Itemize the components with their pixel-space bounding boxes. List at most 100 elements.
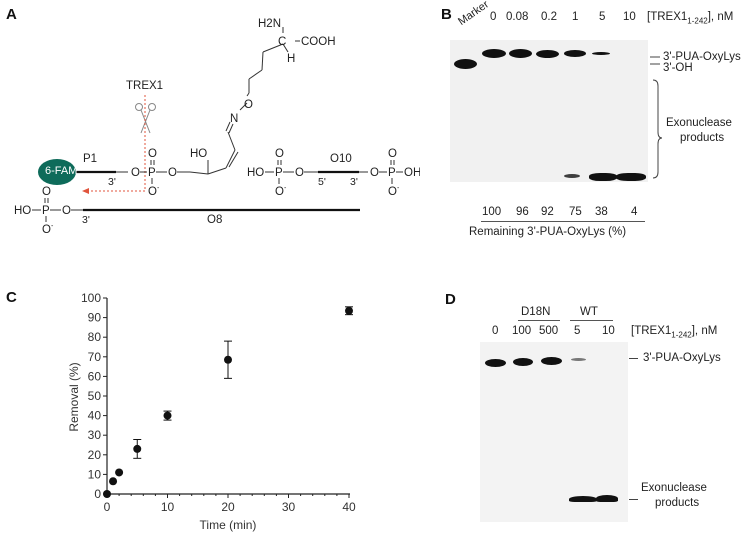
svg-text:20: 20 [88,448,102,462]
p1-label: P1 [83,153,98,165]
substrate-band [541,357,562,365]
h2n-label: H2N [258,18,281,30]
o10-label: O10 [330,153,352,165]
substrate-band [485,359,506,367]
products-marker-line [629,499,638,500]
mutant-group-line [518,320,560,321]
lane-label: 1 [572,11,579,23]
gel-image-d [480,342,628,522]
lane-label: 10 [602,325,615,337]
svg-text:P: P [42,205,50,217]
lane-label: 5 [599,11,606,23]
wt-group-label: WT [580,306,598,318]
oh-band-label: 3'-OH [663,62,693,74]
substrate-band [564,50,586,57]
brace-icon [652,79,663,179]
product-band [596,495,618,502]
svg-text:O-: O- [275,185,287,198]
fam-label-oval [38,159,76,185]
substrate-band-label: 3'-PUA-OxyLys [663,51,741,63]
substrate-band [513,358,533,366]
svg-text:O: O [168,167,177,179]
substrate-band [482,49,506,58]
removal-time-chart: 0 10 20 30 40 50 60 70 80 90 100 0 10 20 30 40 Removal… [67,291,356,532]
data-point [163,411,172,420]
svg-text:90: 90 [88,311,102,325]
cooh-label: COOH [301,36,336,48]
substrate-structure-diagram: H2N C COOH H O N HO O P O O [14,18,420,236]
data-point [224,355,232,364]
data-point [115,468,124,477]
svg-text:80: 80 [88,330,102,344]
svg-text:O: O [62,205,71,217]
data-point [103,490,111,498]
lane-label: 10 [623,11,636,23]
svg-text:OH: OH [404,167,420,179]
product-band [589,173,617,181]
concentration-header: [TREX11-242], nM [631,325,718,340]
y-ticks: 0 10 20 30 40 50 60 70 80 90 100 [81,291,107,501]
product-band [564,174,580,178]
p1-3prime-label: 3' [108,176,116,188]
data-point [345,306,353,315]
alpha-h-label: H [287,53,295,65]
substrate-band-label: 3'-PUA-OxyLys [643,352,721,364]
lane-label: 0 [490,11,497,23]
lane-label: 5 [574,325,581,337]
svg-text:10: 10 [161,500,175,514]
svg-text:O: O [275,148,284,160]
svg-text:O: O [295,167,304,179]
product-band [569,496,597,502]
products-label-1: Exonuclease [641,482,707,494]
alpha-carbon-label: C [278,36,286,48]
svg-text:30: 30 [88,428,102,442]
panel-letter-a: A [6,6,17,23]
remaining-value: 75 [569,206,582,218]
cleavage-path [88,95,146,192]
o8-label: O8 [207,214,223,226]
scissors-icon [135,103,156,134]
svg-text:0: 0 [94,487,101,501]
concentration-header: [TREX11-242], nM [647,11,734,26]
lane-label: 0 [492,325,499,337]
o8-3prime-label: 3' [82,214,90,226]
products-label-1: Exonuclease [666,117,732,129]
svg-text:P: P [275,167,283,179]
svg-text:0: 0 [104,500,111,514]
svg-text:20: 20 [221,500,235,514]
lane-label: 0.08 [506,11,529,23]
svg-text:P: P [388,167,396,179]
panel-letter-d: D [445,291,456,308]
svg-text:O: O [370,167,379,179]
remaining-value: 96 [516,206,529,218]
svg-text:O: O [131,167,140,179]
substrate-band [571,358,586,361]
svg-text:10: 10 [88,467,102,481]
hydroxyl-label: HO [190,148,207,160]
svg-text:HO: HO [247,167,264,179]
substrate-marker-line [629,358,638,359]
remaining-value: 4 [631,206,638,218]
svg-text:O-: O- [148,185,160,198]
svg-text:O-: O- [388,185,400,198]
lane-label: 0.2 [541,11,557,23]
products-label-2: products [680,132,725,144]
svg-text:40: 40 [342,500,356,514]
panel-letter-c: C [6,289,17,306]
x-axis-label: Time (min) [200,518,257,532]
svg-text:P: P [148,167,156,179]
svg-text:O: O [42,186,51,198]
svg-text:HO: HO [14,205,31,217]
o10-5prime-label: 5' [318,176,326,188]
svg-text:60: 60 [88,369,102,383]
lane-label: 500 [539,325,559,337]
lane-label: 100 [512,325,532,337]
divider-line [481,221,645,222]
gel-image-b [450,40,648,182]
panel-letter-b: B [441,6,452,23]
products-label-2: products [655,497,700,509]
y-axis-label: Removal (%) [67,362,81,431]
wt-group-line [570,320,613,321]
substrate-band [592,52,610,55]
data-points [103,306,353,498]
